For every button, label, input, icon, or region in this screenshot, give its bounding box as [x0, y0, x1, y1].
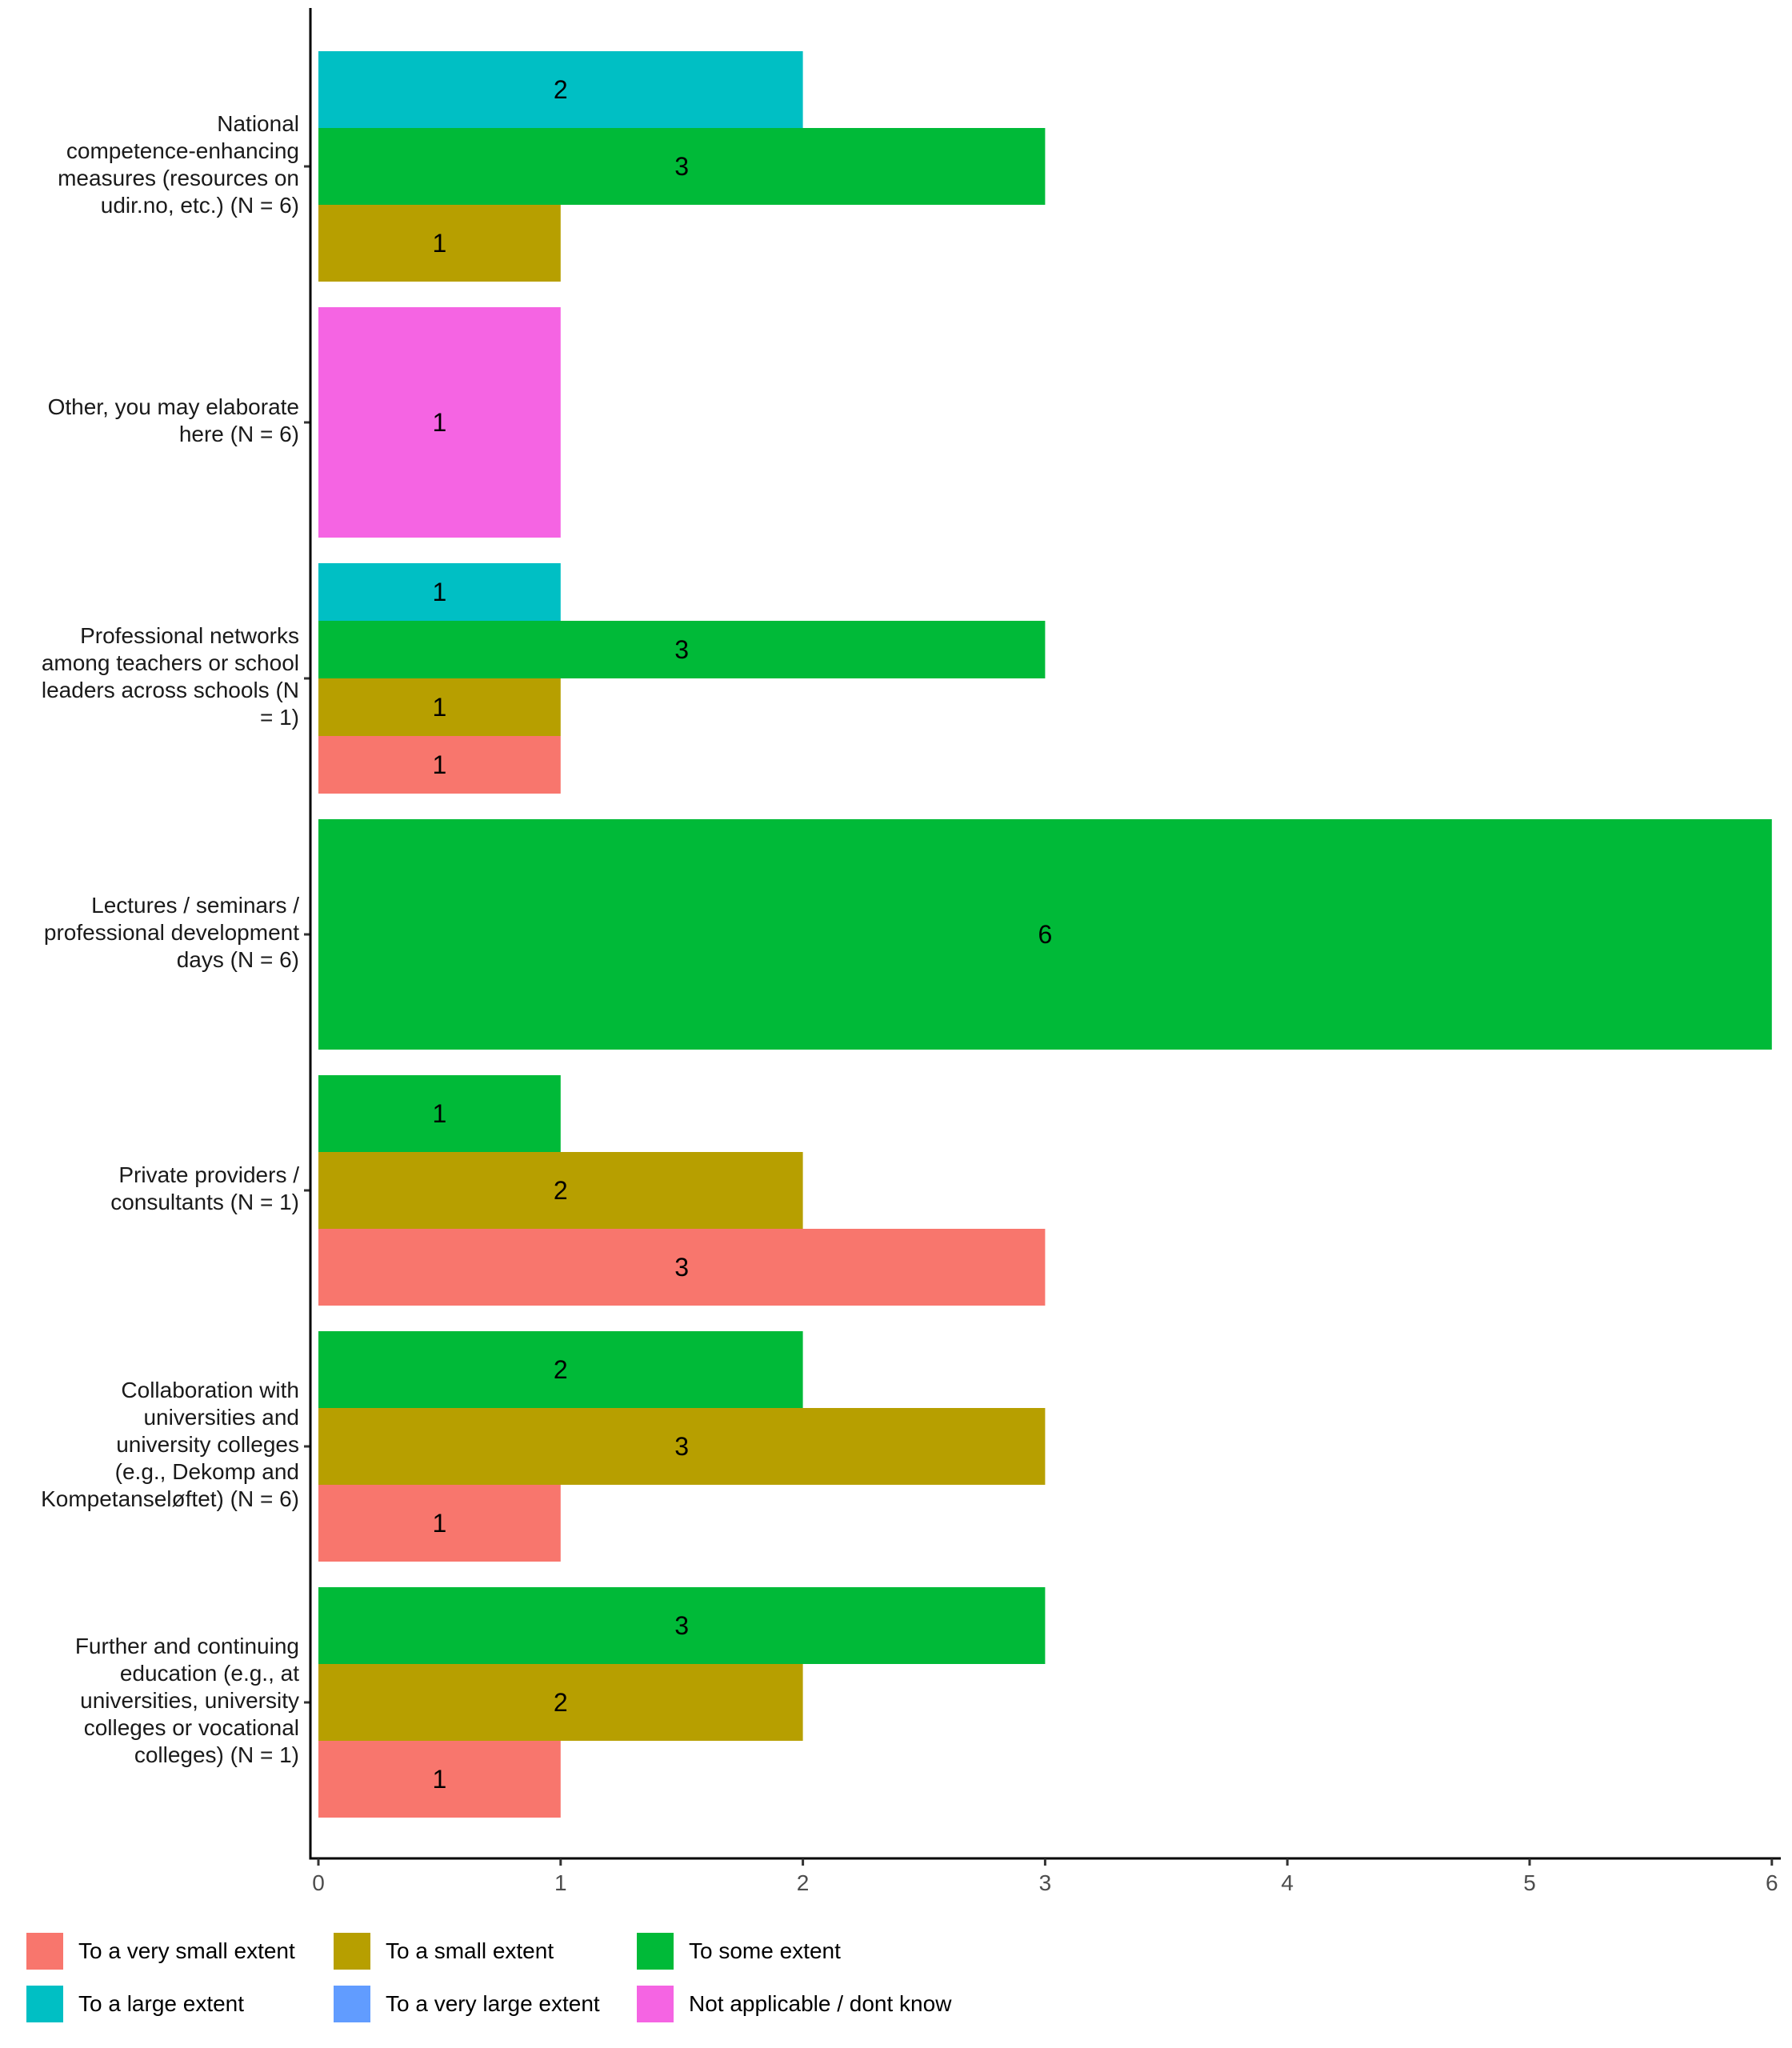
bar — [318, 1664, 803, 1741]
category-label: Further and continuing education (e.g., … — [74, 1634, 299, 1767]
legend-swatch — [26, 1986, 63, 2022]
bar-value-label: 1 — [433, 750, 447, 779]
bar — [318, 1408, 1046, 1485]
bar — [318, 307, 561, 538]
legend-swatch — [334, 1986, 370, 2022]
bar-value-label: 2 — [554, 75, 568, 104]
bar-value-label: 2 — [554, 1688, 568, 1717]
bar-value-label: 3 — [674, 1253, 689, 1282]
legend-item: To a very small extent — [26, 1932, 295, 1970]
category-label: Professional networks among teachers or … — [41, 623, 299, 730]
x-tick-label: 2 — [797, 1870, 810, 1895]
legend-swatch — [637, 1986, 674, 2022]
bar — [318, 205, 561, 282]
legend-label: Not applicable / dont know — [689, 1991, 952, 2016]
category-group: 6 — [318, 819, 1772, 1050]
bar-value-label: 2 — [554, 1355, 568, 1384]
category-label: Collaboration with universities and univ… — [41, 1378, 299, 1511]
legend-item: To some extent — [637, 1932, 841, 1970]
bar — [318, 1075, 561, 1152]
bar-value-label: 1 — [433, 1765, 447, 1794]
category-label: Other, you may elaborate here (N = 6) — [47, 394, 299, 446]
bar-value-label: 1 — [433, 408, 447, 437]
bar — [318, 1587, 1046, 1664]
category-group: 1 2 3 — [318, 1075, 1046, 1306]
category-group: 3 2 1 — [318, 1587, 1046, 1818]
bar — [318, 736, 561, 794]
bar — [318, 819, 1772, 1050]
bar — [318, 678, 561, 736]
x-tick-label: 0 — [312, 1870, 325, 1895]
bar — [318, 1152, 803, 1229]
bar — [318, 621, 1046, 678]
bar-value-label: 3 — [674, 635, 689, 664]
bar — [318, 51, 803, 128]
legend-label: To a very small extent — [78, 1938, 295, 1963]
category-label: Lectures / seminars / professional devel… — [43, 893, 299, 972]
bar-value-label: 1 — [433, 578, 447, 606]
bar-value-label: 3 — [674, 152, 689, 181]
bar-value-label: 3 — [674, 1611, 689, 1640]
x-tick-label: 4 — [1281, 1870, 1294, 1895]
legend-swatch — [637, 1933, 674, 1970]
legend-item: To a large extent — [26, 1985, 244, 2023]
bar — [318, 1485, 561, 1562]
bar-value-label: 1 — [433, 1099, 447, 1128]
legend-item: To a small extent — [334, 1932, 554, 1970]
axes-layer: 0 1 2 3 4 5 6 — [304, 8, 1781, 1895]
legend-swatch — [334, 1933, 370, 1970]
legend-label: To a large extent — [78, 1991, 245, 2016]
category-group: 2 3 1 — [318, 1331, 1046, 1562]
x-tick-label: 6 — [1766, 1870, 1778, 1895]
bar — [318, 563, 561, 621]
category-group: 1 — [318, 307, 561, 538]
x-tick-label: 1 — [554, 1870, 567, 1895]
legend-label: To a small extent — [386, 1938, 554, 1963]
bar-value-label: 6 — [1038, 920, 1053, 949]
category-group: 1 3 1 1 — [318, 563, 1046, 794]
category-label: Private providers / consultants (N = 1) — [110, 1162, 299, 1214]
bar — [318, 1229, 1046, 1306]
bar — [318, 128, 1046, 205]
category-label: National competence-enhancing measures (… — [58, 111, 299, 218]
bar-value-label: 1 — [433, 229, 447, 258]
bar-value-label: 1 — [433, 693, 447, 722]
legend-swatch — [26, 1933, 63, 1970]
bar-value-label: 3 — [674, 1432, 689, 1461]
legend-label: To some extent — [689, 1938, 841, 1963]
legend-label: To a very large extent — [386, 1991, 600, 2016]
bar-value-label: 2 — [554, 1176, 568, 1205]
bar — [318, 1331, 803, 1408]
x-tick-label: 3 — [1039, 1870, 1052, 1895]
legend-item: Not applicable / dont know — [637, 1985, 951, 2023]
category-group: 2 3 1 — [318, 51, 1046, 282]
legend-item: To a very large extent — [334, 1985, 600, 2023]
bar-value-label: 1 — [433, 1509, 447, 1538]
bar — [318, 1741, 561, 1818]
x-tick-label: 5 — [1523, 1870, 1536, 1895]
